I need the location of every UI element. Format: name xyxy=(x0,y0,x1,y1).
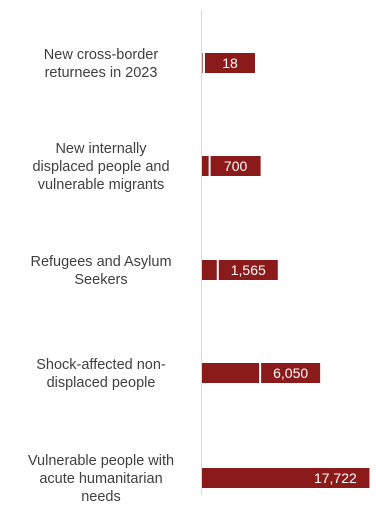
value-label-box-3 xyxy=(261,363,321,383)
value-label-4: 17,722 xyxy=(314,470,357,486)
value-labels-group: 18 700 1,565 6,050 17,722 xyxy=(205,53,370,488)
value-label-box-4 xyxy=(301,468,370,488)
value-label-2: 1,565 xyxy=(231,262,266,278)
category-label-2: Refugees and Asylum Seekers xyxy=(30,254,171,288)
category-label-1: New internally displaced people and vulner… xyxy=(32,141,169,193)
bar-2 xyxy=(202,260,217,280)
bar-1 xyxy=(202,156,209,176)
value-label-0: 18 xyxy=(222,55,238,71)
value-label-3: 6,050 xyxy=(273,365,308,381)
bar-0 xyxy=(202,53,203,73)
value-label-box-0 xyxy=(205,53,255,73)
category-label-3: Shock-affected non-displaced people xyxy=(36,357,166,391)
value-label-1: 700 xyxy=(224,158,248,174)
value-label-box-1 xyxy=(210,156,261,176)
value-label-box-2 xyxy=(218,260,278,280)
category-label-0: New cross-border returnees in 2023 xyxy=(44,47,159,81)
category-labels-group: New cross-border returnees in 2023 New int… xyxy=(28,47,174,505)
bar-3 xyxy=(202,363,260,383)
category-label-4: Vulnerable people with acute humanitarian… xyxy=(28,453,174,505)
